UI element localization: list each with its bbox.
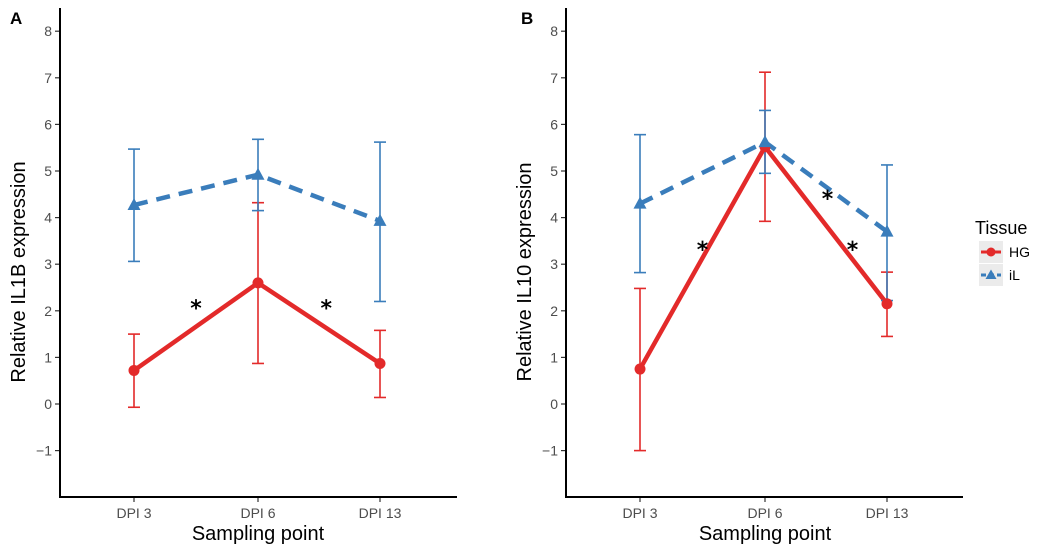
panel-b-y-tick-label: 8 [550,23,558,39]
legend-title: Tissue [975,218,1027,238]
panel-b-point-il [633,196,647,209]
panel-b-significance-star: * [697,238,709,263]
panel-a-significance-star: * [320,296,332,321]
panel-b-x-tick-label: DPI 13 [866,505,909,521]
panel-a-series-line-hg [132,280,382,373]
panel-a: A Relative IL1B expression Sampling poin… [8,8,457,545]
panel-a-x-tick-label: DPI 13 [359,505,402,521]
panel-a-y-tick-label: 1 [44,349,52,365]
legend-label-hg: HG [1009,244,1030,260]
panel-a-label: A [10,9,22,28]
panel-a-y-tick-label: 8 [44,23,52,39]
panel-a-y-tick-label: 7 [44,70,52,86]
panel-b-significance-star: * [822,187,834,212]
panel-a-x-tick-label: DPI 3 [116,505,151,521]
panel-a-point-il [127,198,141,211]
panel-a-y-tick-label: 3 [44,256,52,272]
panel-b-series-line-il [639,139,889,234]
panel-b-y-tick-label: 5 [550,163,558,179]
panel-b-label: B [521,9,533,28]
legend-marker-il [985,269,997,279]
panel-b-point-il [758,135,772,148]
panel-b-y-tick-label: 1 [550,349,558,365]
panel-b-y-axis-title: Relative IL10 expression [514,162,536,381]
panel-a-axes [59,8,457,498]
panel-b-point-il [880,224,894,237]
legend-marker-hg [986,247,996,257]
panel-b-y-tick-label: 4 [550,210,558,226]
panel-a-point-il [251,167,265,180]
panel-b-y-tick-label: −1 [542,443,558,459]
panel-b-y-tick-label: 2 [550,303,558,319]
panel-b-y-tick-label: 7 [550,70,558,86]
panel-a-y-axis-title: Relative IL1B expression [8,161,30,382]
panel-b-point-hg [634,363,646,375]
panel-b-y-tick-label: 6 [550,116,558,132]
panel-a-point-il [373,213,387,226]
legend-label-il: iL [1009,267,1020,283]
panel-a-point-hg [252,277,264,289]
panel-a-x-axis-title: Sampling point [192,523,325,545]
legend: Tissue HG iL [975,218,1030,286]
panel-a-y-tick-label: 4 [44,210,52,226]
panel-b-significance-star: * [847,238,859,263]
panel-a-series-line-il [133,172,381,223]
panel-a-y-tick-label: 5 [44,163,52,179]
panel-a-y-tick-label: 2 [44,303,52,319]
panel-a-y-tick-label: −1 [36,443,52,459]
panel-b-y-tick-label: 3 [550,256,558,272]
panel-a-significance-star: * [190,296,202,321]
panel-a-x-tick-label: DPI 6 [240,505,275,521]
panel-b-y-tick-label: 0 [550,396,558,412]
panel-a-y-tick-label: 0 [44,396,52,412]
panel-a-point-hg [374,357,386,369]
panel-b-axes [565,8,963,498]
panel-b-x-tick-label: DPI 3 [622,505,657,521]
panel-a-point-hg [128,364,140,376]
panel-b: B Relative IL10 expression Sampling poin… [514,8,963,545]
panel-a-y-tick-label: 6 [44,116,52,132]
panel-b-x-tick-label: DPI 6 [747,505,782,521]
panel-b-x-axis-title: Sampling point [699,523,832,545]
panel-b-point-hg [881,298,893,310]
